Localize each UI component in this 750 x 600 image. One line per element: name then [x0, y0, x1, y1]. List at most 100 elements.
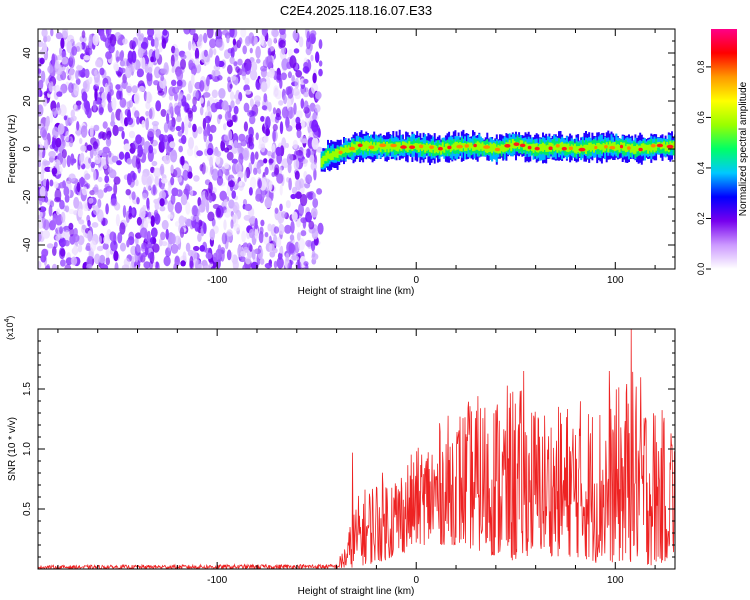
- heatmap-signal-cell: [567, 143, 570, 153]
- heatmap-noise-cell: [318, 39, 323, 50]
- heatmap-noise-cell: [121, 130, 125, 140]
- heatmap-signal-cell: [331, 151, 334, 160]
- heatmap-noise-cell: [276, 236, 282, 248]
- heatmap-noise-cell: [303, 100, 309, 111]
- heatmap-noise-cell: [260, 115, 265, 122]
- heatmap-noise-cell: [178, 215, 185, 226]
- heatmap-signal-cell: [333, 151, 336, 158]
- heatmap-noise-cell: [45, 120, 49, 132]
- heatmap-signal-cell: [615, 144, 618, 151]
- heatmap-noise-cell: [260, 65, 268, 72]
- heatmap-signal-cell: [634, 146, 637, 154]
- heatmap-noise-cell: [301, 119, 305, 129]
- heatmap-signal-cell: [449, 146, 452, 153]
- heatmap-signal-cell: [561, 141, 564, 151]
- colorbar: 0.0 0.2 0.4 0.6 0.8 Normalized spectral ampl…: [696, 29, 749, 275]
- heatmap-noise-cell: [44, 138, 49, 150]
- heatmap-noise-cell: [180, 155, 185, 166]
- snr-line-area: [38, 329, 675, 569]
- heatmap-noise-cell: [171, 233, 176, 245]
- heatmap-noise-cell: [275, 108, 281, 118]
- heatmap-noise-cell: [39, 211, 43, 219]
- heatmap-signal-cell: [491, 144, 494, 154]
- heatmap-noise-cell: [300, 230, 307, 237]
- heatmap-noise-cell: [132, 172, 137, 181]
- heatmap-noise-cell: [47, 65, 54, 74]
- heatmap-signal-cell: [395, 142, 398, 151]
- heatmap-noise-cell: [162, 134, 169, 143]
- heatmap-noise-cell: [235, 98, 241, 105]
- heatmap-signal-cell: [346, 147, 349, 153]
- heatmap-peak-cell: [555, 144, 560, 148]
- heatmap-noise-cell: [127, 109, 131, 122]
- heatmap-signal-cell: [323, 155, 326, 161]
- heatmap-noise-cell: [167, 134, 174, 141]
- heatmap-noise-cell: [136, 216, 142, 226]
- heatmap-noise-cell: [233, 105, 239, 115]
- heatmap-noise-cell: [174, 235, 181, 245]
- heatmap-noise-cell: [58, 237, 67, 248]
- heatmap-noise-cell: [152, 261, 156, 267]
- heatmap-noise-cell: [63, 186, 70, 197]
- heatmap-noise-cell: [71, 46, 78, 56]
- heatmap-signal-cell: [427, 144, 430, 150]
- heatmap-noise-cell: [109, 231, 116, 242]
- heatmap-noise-cell: [105, 137, 112, 147]
- heatmap-noise-cell: [281, 45, 286, 55]
- heatmap-noise-cell: [60, 211, 66, 223]
- heatmap-noise-cell: [141, 57, 146, 70]
- heatmap-noise-cell: [60, 259, 66, 267]
- heatmap-noise-cell: [58, 181, 67, 189]
- heatmap-noise-cell: [228, 180, 235, 188]
- heatmap-noise-cell: [89, 240, 97, 252]
- heatmap-noise-cell: [88, 34, 93, 47]
- heatmap-noise-cell: [180, 260, 186, 267]
- heatmap-noise-cell: [295, 116, 301, 124]
- heatmap-noise-cell: [150, 227, 158, 238]
- heatmap-signal-cell: [417, 143, 420, 152]
- heatmap-noise-cell: [233, 140, 238, 149]
- snr-ylabel: SNR (10 * v/v): [7, 417, 18, 481]
- heatmap-signal-cell: [355, 141, 358, 151]
- heatmap-noise-cell: [117, 232, 123, 244]
- heatmap-noise-cell: [151, 160, 158, 167]
- heatmap-noise-cell: [233, 61, 238, 67]
- heatmap-noise-cell: [170, 176, 175, 186]
- heatmap-noise-cell: [109, 82, 113, 93]
- heatmap-signal-cell: [433, 144, 436, 154]
- heatmap-noise-cell: [265, 128, 271, 137]
- heatmap-noise-cell: [126, 239, 130, 248]
- heatmap-noise-cell: [119, 111, 124, 124]
- heatmap-noise-cell: [181, 134, 187, 145]
- heatmap-peak-cell: [409, 145, 416, 149]
- y-tick-label: 20: [22, 95, 33, 107]
- heatmap-noise-cell: [61, 56, 69, 65]
- heatmap-noise-cell: [283, 95, 288, 105]
- heatmap-noise-cell: [294, 170, 300, 180]
- heatmap-noise-cell: [84, 68, 90, 79]
- heatmap-signal-cell: [436, 140, 439, 155]
- y-tick-label: -20: [22, 189, 33, 204]
- heatmap-noise-cell: [227, 64, 233, 75]
- heatmap-noise-cell: [159, 198, 165, 207]
- colorbar-tick-label: 0.6: [696, 111, 706, 124]
- heatmap-noise-cell: [184, 123, 189, 136]
- heatmap-noise-cell: [54, 197, 62, 203]
- heatmap-noise-cell: [56, 91, 63, 97]
- heatmap-noise-cell: [83, 55, 91, 61]
- x-tick-label: 0: [413, 275, 419, 286]
- heatmap-noise-cell: [68, 222, 74, 230]
- heatmap-signal-cell: [403, 141, 406, 149]
- heatmap-noise-cell: [100, 264, 109, 269]
- heatmap-peak-cell: [390, 143, 397, 148]
- heatmap-noise-cell: [199, 245, 206, 252]
- heatmap-signal-cell: [543, 143, 546, 150]
- heatmap-noise-cell: [211, 89, 218, 99]
- heatmap-noise-cell: [137, 144, 143, 158]
- heatmap-noise-cell: [128, 231, 135, 241]
- heatmap-noise-cell: [303, 148, 307, 155]
- heatmap-signal-cell: [322, 155, 325, 165]
- heatmap-noise-cell: [80, 176, 85, 188]
- heatmap-noise-cell: [248, 126, 254, 138]
